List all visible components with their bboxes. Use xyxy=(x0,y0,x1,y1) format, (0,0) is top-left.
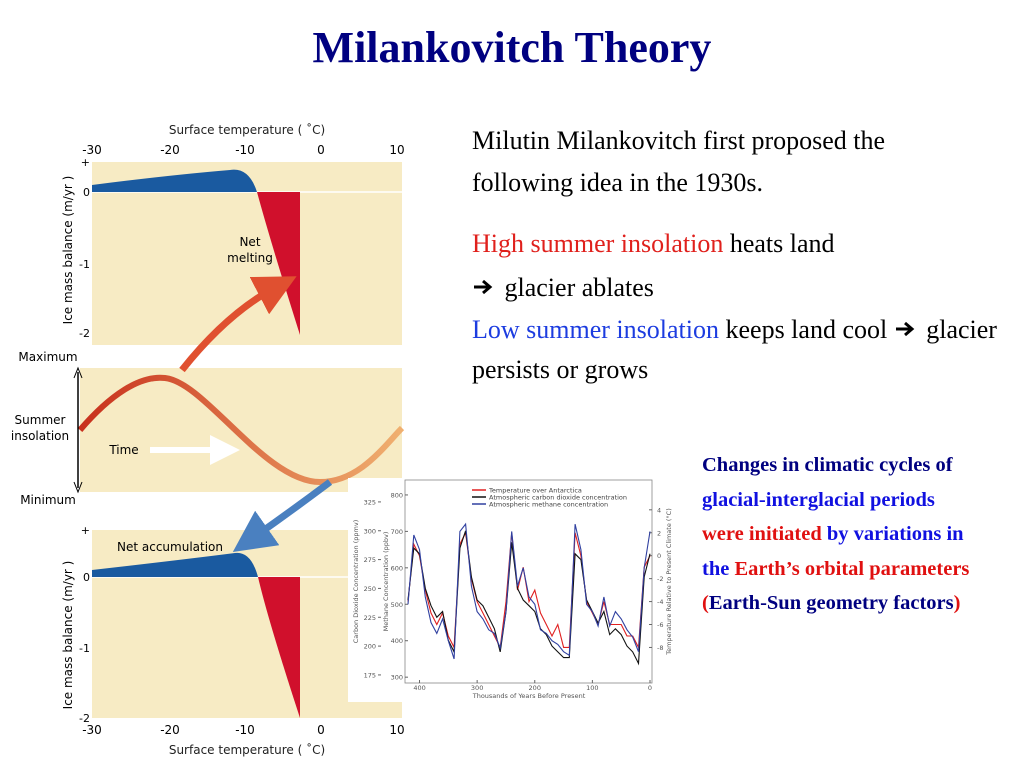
note: Changes in climatic cycles of glacial-in… xyxy=(702,448,977,621)
y-tick-label: 300 xyxy=(364,527,376,535)
x-tick-label: 400 xyxy=(413,684,425,692)
y-tick-label: 300 xyxy=(391,674,403,682)
note-segment: glacial-interglacial periods xyxy=(702,488,935,511)
slide-title: Milankovitch Theory xyxy=(312,23,712,72)
accumulation-wedge xyxy=(92,169,257,192)
highlight: High summer insolation xyxy=(472,229,724,258)
point: High summer insolation heats land glacie… xyxy=(472,222,1012,310)
label: Net xyxy=(239,235,260,249)
y-tick-label: 225 xyxy=(364,614,376,622)
y-tick-label: + xyxy=(81,156,90,169)
x-tick-label: 0 xyxy=(648,684,652,692)
x-tick-label: 100 xyxy=(586,684,598,692)
series-line xyxy=(407,522,651,660)
x-tick-label: -10 xyxy=(235,143,255,157)
legend-label: Atmospheric carbon dioxide concentration xyxy=(489,494,627,502)
point-text: heats land xyxy=(729,229,835,258)
y-tick-label: + xyxy=(81,524,90,537)
y-tick-label: 500 xyxy=(391,601,403,609)
diagram: Surface temperature ( ˚C) Net melting Ic… xyxy=(11,122,673,757)
point: Low summer insolation keeps land cool gl… xyxy=(472,310,1012,390)
arrow-icon xyxy=(895,321,915,337)
y-tick-label: -1 xyxy=(79,258,90,271)
axis-title: Methane Concentration (ppbv) xyxy=(382,532,390,632)
x-tick-label: -30 xyxy=(82,143,102,157)
axis-title: Temperature Relative to Present Climate … xyxy=(665,508,673,656)
x-tick-label: 0 xyxy=(317,723,325,737)
x-tick-label: 300 xyxy=(471,684,483,692)
intro: Milutin Milankovitch first proposed the … xyxy=(472,126,886,197)
axis-title: Carbon Dioxide Concentration (ppmv) xyxy=(352,520,360,643)
x-tick-label: -10 xyxy=(235,723,255,737)
y-tick-label: 700 xyxy=(391,528,403,536)
inset-background xyxy=(348,478,656,702)
arrow-icon xyxy=(474,279,493,295)
y-tick-label: -2 xyxy=(79,712,90,725)
x-tick-label: 0 xyxy=(317,143,325,157)
x-tick-label: -30 xyxy=(82,723,102,737)
y-tick-label: -2 xyxy=(657,575,663,583)
y-tick-label: 275 xyxy=(364,556,376,564)
y-tick-label: -1 xyxy=(79,642,90,655)
y-tick-label: 175 xyxy=(364,671,376,679)
inset-frame xyxy=(404,479,653,684)
highlight: Low summer insolation xyxy=(472,315,719,344)
x-tick-label: 200 xyxy=(529,684,541,692)
axis-title: Thousands of Years Before Present xyxy=(472,692,586,700)
note-segment: Earth’s orbital parameters ( xyxy=(702,557,970,615)
y-tick-label: 2 xyxy=(657,529,661,537)
label: Minimum xyxy=(20,493,76,507)
label: Summer xyxy=(15,413,66,427)
range-arrowheads xyxy=(73,366,83,494)
y-tick-label: -2 xyxy=(79,327,90,340)
y-tick-label: 4 xyxy=(657,506,661,514)
axis-title: Surface temperature ( ˚C) xyxy=(169,742,325,757)
y-tick-label: 0 xyxy=(83,186,90,199)
x-tick-label: -20 xyxy=(160,723,180,737)
axis-title: Ice mass balance (m/yr ) xyxy=(61,176,75,325)
melting-arrow xyxy=(179,276,297,373)
y-tick-label: -4 xyxy=(657,598,663,606)
y-tick-label: 325 xyxy=(364,498,376,506)
y-tick-label: 800 xyxy=(391,491,403,499)
y-tick-label: 600 xyxy=(391,564,403,572)
label: melting xyxy=(227,251,273,265)
axis-title: Surface temperature ( ˚C) xyxy=(169,122,325,137)
point-result: glacier ablates xyxy=(504,273,654,302)
x-tick-label: 10 xyxy=(389,143,404,157)
panel xyxy=(80,368,402,492)
point-text: keeps land cool xyxy=(725,315,888,344)
melting-wedge xyxy=(258,577,300,718)
point-result: glacier persists or grows xyxy=(472,315,997,384)
label: Time xyxy=(108,443,138,457)
y-tick-label: 250 xyxy=(364,585,376,593)
note-segment: by variations in the xyxy=(702,523,964,580)
y-tick-label: -8 xyxy=(657,644,663,652)
note-segment: ) xyxy=(953,592,961,614)
legend-label: Atmospheric methane concentration xyxy=(489,501,608,509)
y-tick-label: 200 xyxy=(364,643,376,651)
note-segment: Earth-Sun geometry factors xyxy=(708,592,954,614)
y-tick-label: -6 xyxy=(657,621,663,629)
y-tick-label: 400 xyxy=(391,637,403,645)
accumulation-wedge xyxy=(92,552,258,577)
label: Net accumulation xyxy=(117,540,223,554)
y-tick-label: 0 xyxy=(83,571,90,584)
y-tick-label: 0 xyxy=(657,552,661,560)
note-segment: were initiated xyxy=(702,523,822,545)
note-segment: Changes in climatic cycles of xyxy=(702,454,953,476)
legend-label: Temperature over Antarctica xyxy=(488,487,582,495)
accumulation-arrow xyxy=(232,479,333,553)
x-tick-label: 10 xyxy=(389,723,404,737)
label: Maximum xyxy=(18,350,77,364)
insolation-curve xyxy=(77,374,405,486)
label: insolation xyxy=(11,429,69,443)
x-tick-label: -20 xyxy=(160,143,180,157)
axis-title: Ice mass balance (m/yr ) xyxy=(61,561,75,710)
